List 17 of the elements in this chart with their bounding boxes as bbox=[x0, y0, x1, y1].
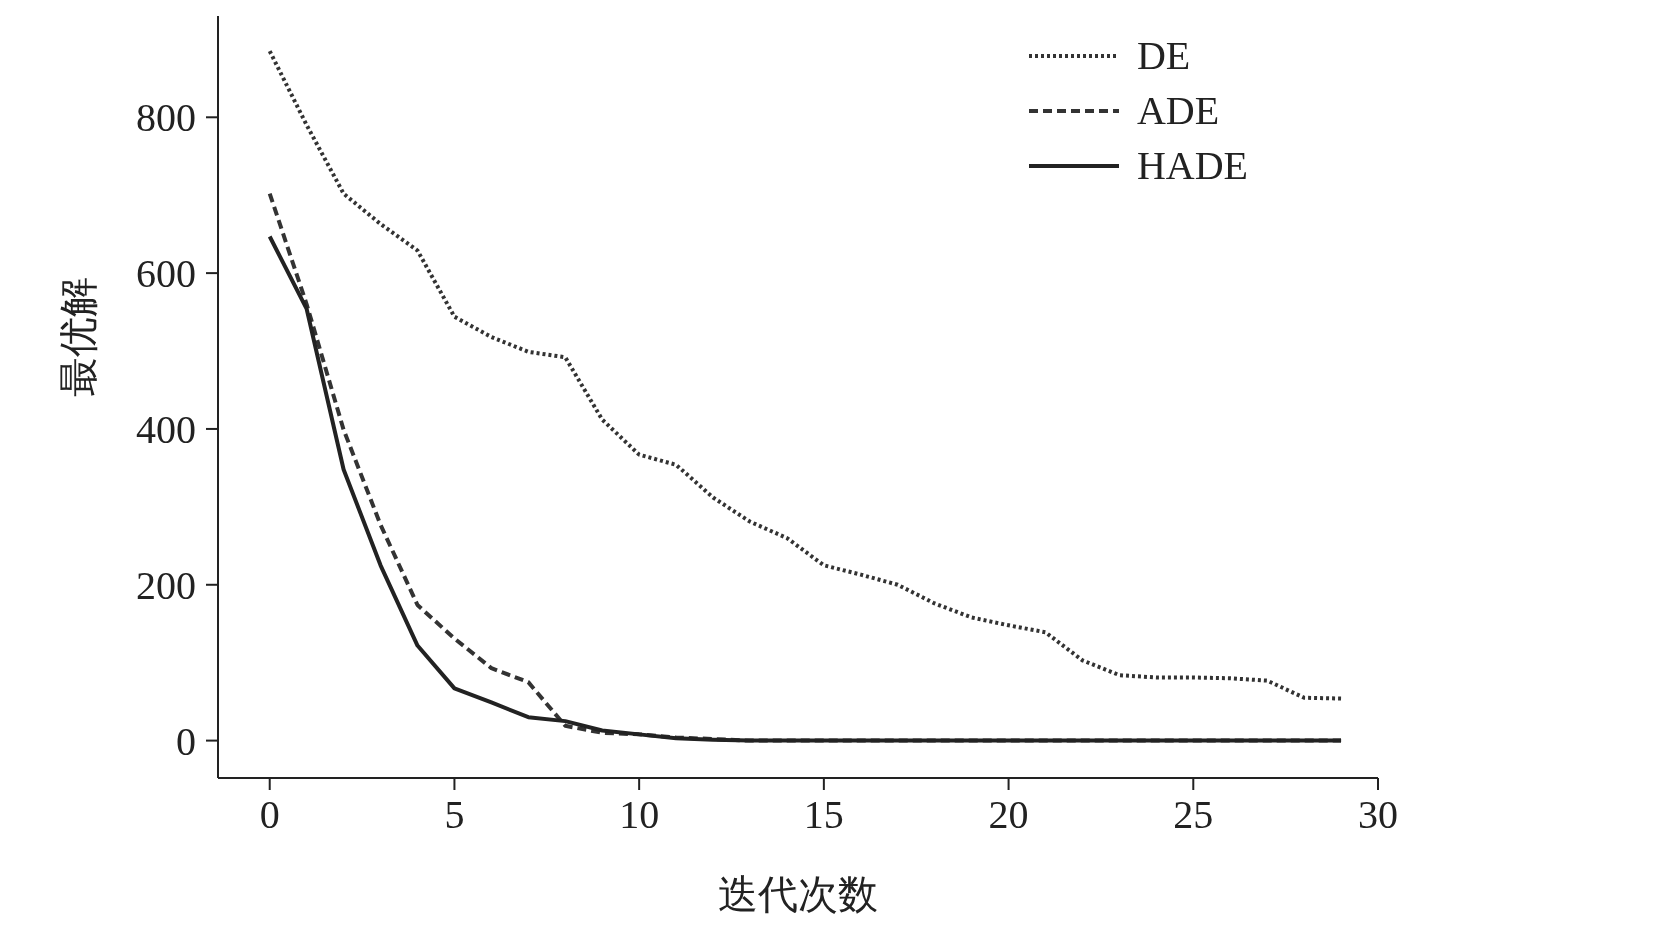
y-axis-title: 最优解 bbox=[56, 277, 102, 397]
x-tick-label: 20 bbox=[988, 792, 1029, 838]
x-tick-label: 15 bbox=[803, 792, 844, 838]
y-tick-label: 0 bbox=[176, 718, 196, 764]
x-axis-title: 迭代次数 bbox=[718, 872, 878, 917]
x-tick-label: 0 bbox=[259, 792, 280, 838]
y-tick-label: 800 bbox=[136, 95, 196, 141]
x-tick-label: 5 bbox=[444, 792, 465, 838]
y-tick-label: 600 bbox=[136, 251, 196, 297]
y-tick-label: 400 bbox=[136, 407, 196, 453]
legend-label: DE bbox=[1136, 32, 1191, 79]
legend-label: HADE bbox=[1136, 142, 1248, 189]
x-tick-label: 10 bbox=[619, 792, 660, 838]
x-tick-label: 30 bbox=[1358, 792, 1398, 838]
y-tick-label: 200 bbox=[136, 562, 196, 608]
x-tick-label: 25 bbox=[1173, 792, 1214, 838]
legend-label: ADE bbox=[1136, 87, 1220, 134]
